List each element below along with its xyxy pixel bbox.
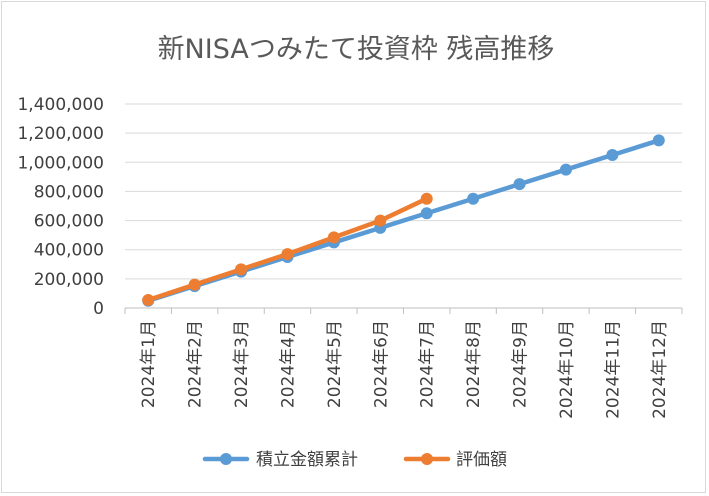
y-tick-label: 400,000 <box>34 241 104 261</box>
series-layer <box>142 134 665 307</box>
series-2 <box>142 192 433 306</box>
data-point <box>559 163 572 176</box>
x-tick-label: 2024年10月 <box>557 320 577 419</box>
data-point <box>606 149 619 161</box>
y-tick-label: 1,000,000 <box>17 153 104 173</box>
x-tick-label: 2024年3月 <box>232 320 252 408</box>
legend: 積立金額累計 評価額 <box>202 450 507 470</box>
x-axis-ticks: 2024年1月 2024年2月 2024年3月 2024年4月 2024年5月 2024年… <box>139 320 670 419</box>
x-tick-label: 2024年11月 <box>603 320 623 419</box>
legend-label: 積立金額累計 <box>256 450 358 470</box>
x-tick-label: 2024年12月 <box>650 320 670 419</box>
x-tick-label: 2024年1月 <box>139 320 159 408</box>
data-point <box>188 278 201 291</box>
data-point <box>374 214 387 227</box>
data-point <box>420 207 433 220</box>
y-axis-ticks: 0 200,000 400,000 600,000 800,000 1,000,000 1,… <box>17 95 104 319</box>
x-tick-label: 2024年7月 <box>418 320 438 408</box>
chart-title: 新NISAつみたて投資枠 残高推移 <box>158 34 555 65</box>
x-tick-label: 2024年4月 <box>278 320 298 408</box>
data-point <box>420 192 433 205</box>
legend-marker <box>220 453 232 465</box>
data-point <box>235 263 248 276</box>
y-tick-label: 600,000 <box>34 212 104 232</box>
data-point <box>467 192 480 205</box>
data-point <box>327 231 340 244</box>
x-tick-label: 2024年9月 <box>511 320 531 408</box>
data-point <box>142 293 155 306</box>
x-tick-label: 2024年6月 <box>371 320 391 408</box>
data-point <box>652 134 665 147</box>
x-tick-label: 2024年8月 <box>464 320 484 408</box>
y-tick-label: 1,400,000 <box>17 95 104 115</box>
y-tick-label: 200,000 <box>34 270 104 290</box>
x-tick-label: 2024年2月 <box>186 320 206 408</box>
gridlines <box>125 103 682 309</box>
y-tick-label: 0 <box>93 299 104 319</box>
x-tick-label: 2024年5月 <box>325 320 345 408</box>
legend-label: 評価額 <box>456 450 507 470</box>
data-point <box>513 178 526 191</box>
y-tick-label: 1,200,000 <box>17 124 104 144</box>
y-tick-label: 800,000 <box>34 182 104 202</box>
legend-marker <box>421 453 433 465</box>
x-axis <box>124 307 683 314</box>
data-point <box>281 248 294 261</box>
